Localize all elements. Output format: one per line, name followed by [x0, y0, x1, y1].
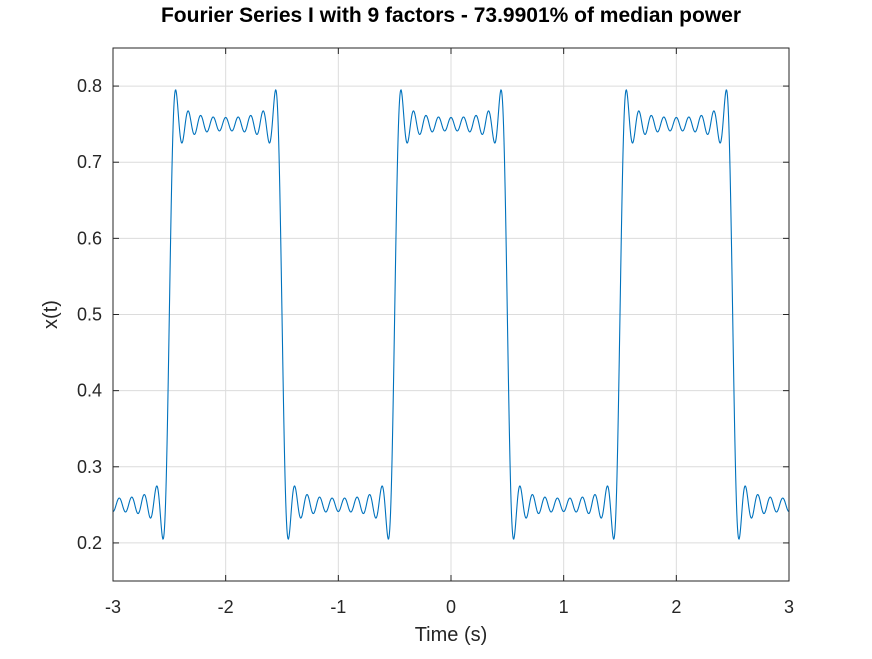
x-tick-label: -1	[330, 597, 346, 617]
y-tick-label: 0.6	[77, 228, 102, 248]
x-axis-label: Time (s)	[415, 624, 488, 646]
x-tick-label: -3	[105, 597, 121, 617]
y-tick-label: 0.3	[77, 457, 102, 477]
ticks: -3 -2 -1 0 1 2 3 0.2 0.3 0.4 0.5 0.6 0.7 0.8	[77, 48, 794, 617]
chart-title: Fourier Series I with 9 factors - 73.990…	[161, 4, 741, 27]
x-tick-label: 1	[559, 597, 569, 617]
y-tick-label: 0.5	[77, 305, 102, 325]
y-tick-label: 0.2	[77, 533, 102, 553]
x-tick-label: 0	[446, 597, 456, 617]
y-tick-label: 0.4	[77, 381, 102, 401]
series-line	[112, 89, 790, 540]
series-layer	[112, 89, 790, 540]
y-tick-label: 0.8	[77, 76, 102, 96]
x-tick-label: -2	[218, 597, 234, 617]
y-axis-label: x(t)	[40, 300, 62, 329]
x-tick-label: 2	[671, 597, 681, 617]
y-tick-label: 0.7	[77, 152, 102, 172]
x-tick-label: 3	[784, 597, 794, 617]
